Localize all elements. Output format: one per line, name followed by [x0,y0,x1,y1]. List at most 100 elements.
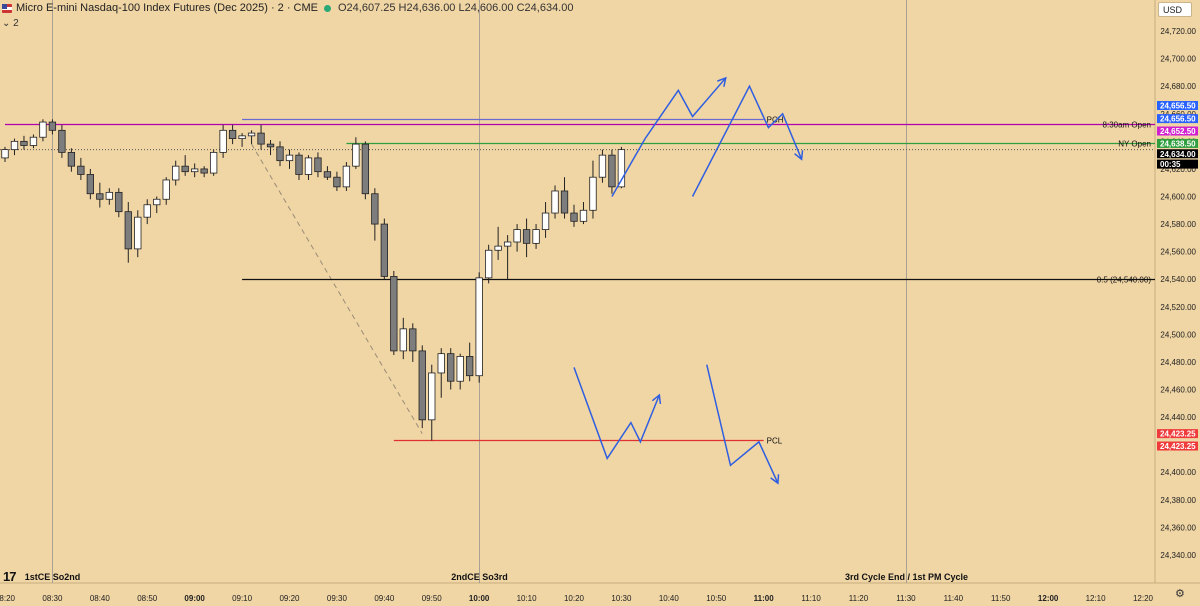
indicator-count: 2 [13,18,19,29]
gear-icon[interactable]: ⚙ [1175,588,1185,600]
time-tick-label: 08:50 [137,594,158,603]
time-tick-label: 11:10 [801,594,821,603]
candle-body [484,249,493,279]
time-tick-label: 08:20 [0,594,16,603]
candle-body [428,372,436,421]
candle [10,138,19,156]
candle-body [276,146,284,162]
level-label: PCL [767,437,783,446]
candle [494,226,502,260]
candle-body [105,191,113,200]
indicators-toggle[interactable]: ⌄ 2 [2,18,19,29]
symbol-title[interactable]: Micro E-mini Nasdaq-100 Index Futures (D… [16,2,318,14]
time-tick-label: 11:30 [896,594,916,603]
candle-body [598,154,607,178]
candle-body [162,179,170,200]
candle-body [247,132,256,137]
price-tick-label: 24,680.00 [1160,82,1196,91]
candle-body [475,277,483,377]
price-tick-label: 24,700.00 [1160,55,1196,64]
price-tick-label: 24,360.00 [1160,523,1196,532]
price-badge-bg [1157,114,1198,124]
candle [579,202,588,225]
candle-body [333,176,341,188]
candle [162,177,170,205]
candle [153,196,161,214]
candle [361,141,370,200]
candle-body [143,204,151,218]
candle-body [371,193,379,225]
projection-arrowhead [717,76,727,87]
time-tick-label: 09:50 [422,594,443,603]
projection-arrowhead [794,150,804,161]
price-tick-label: 24,540.00 [1160,275,1196,284]
candle-body [58,129,66,153]
currency-selector[interactable]: USD [1158,2,1192,17]
price-scale [1155,0,1200,606]
candle [484,244,493,284]
price-tick-label: 24,520.00 [1160,303,1196,312]
candle-body [86,174,94,195]
price-badge-label: 24,652.50 [1160,127,1196,136]
candle [589,160,597,219]
candle-body [200,168,208,174]
price-badge-label: 24,656.50 [1160,115,1196,124]
candle [238,133,246,147]
candle [456,353,464,390]
candle-body [228,129,237,139]
candle [342,162,351,191]
tradingview-logo-icon[interactable]: 17 [3,569,17,584]
candle-body [48,121,57,131]
session-label: 1stCE So2nd [25,572,81,582]
candle-body [409,328,417,352]
time-tick-label: 12:00 [1038,594,1059,603]
candle-body [295,154,303,175]
candle-body [570,212,578,222]
candle-body [191,168,199,173]
price-badge-bg [1157,126,1198,136]
session-label: 3rd Cycle End / 1st PM Cycle [845,572,968,582]
candle [541,202,550,238]
price-badge: 24,638.50 [1157,138,1198,148]
price-badge-label: 24,638.50 [1160,139,1196,148]
candle-body [67,151,76,167]
price-tick-label: 24,340.00 [1160,551,1196,560]
candle [371,188,379,241]
price-tick-label: 24,600.00 [1160,193,1196,202]
price-tick-label: 24,380.00 [1160,496,1196,505]
price-badge-label: 24,423.25 [1160,442,1196,451]
candle-body [380,223,388,277]
candle [551,185,559,219]
candle-body [503,241,512,247]
candle-body [437,353,445,374]
candle-body [96,193,104,200]
market-open-dot-icon [324,4,331,12]
price-badge-bg [1157,159,1198,169]
candle [209,149,218,176]
candle-body [560,190,569,214]
price-tick-label: 24,720.00 [1160,27,1196,36]
candle [67,148,76,172]
price-badge: 24,423.25 [1157,429,1198,439]
trend-dashed-line [251,143,423,434]
price-tick-label: 24,620.00 [1160,165,1196,174]
candle-body [447,353,455,382]
candle [598,149,607,183]
candle-body [10,140,19,151]
candle-body [219,129,227,153]
ohlc-values: O24,607.25 H24,636.00 L24,606.00 C24,634… [338,2,574,14]
candle-body [522,229,531,244]
candle-body [1,149,9,159]
candle [77,157,85,180]
candle [437,348,445,398]
candle [29,134,38,149]
candle [124,202,132,263]
candle [20,135,28,150]
candle [352,137,360,169]
price-badge-label: 24,423.25 [1160,430,1196,439]
candle [390,270,398,356]
time-tick-label: 09:20 [279,594,300,603]
price-badge-label: 00:35 [1160,160,1181,169]
